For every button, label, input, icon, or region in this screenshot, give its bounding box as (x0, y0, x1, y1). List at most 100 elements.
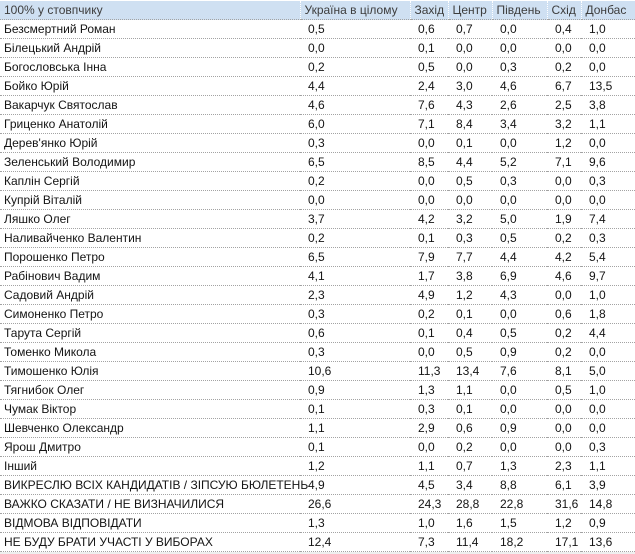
value-cell: 3,4 (492, 114, 547, 134)
value-cell: 1,2 (448, 285, 492, 305)
value-cell: 2,5 (547, 95, 581, 115)
value-cell: 4,4 (448, 152, 492, 172)
value-cell: 0,0 (547, 171, 581, 191)
value-cell: 0,3 (492, 57, 547, 77)
value-cell: 0,5 (492, 228, 547, 248)
value-cell: 9,6 (581, 152, 635, 172)
value-cell: 1,5 (492, 513, 547, 533)
value-cell: 2,4 (410, 76, 448, 96)
row-label: Шевченко Олександр (0, 418, 300, 438)
column-header-ukraine-total: Україна в цілому (299, 0, 410, 20)
value-cell: 0,3 (300, 304, 410, 324)
value-cell: 7,1 (410, 114, 448, 134)
value-cell: 13,6 (581, 532, 635, 552)
value-cell: 0,7 (448, 19, 492, 39)
value-cell: 0,7 (448, 456, 492, 476)
value-cell: 3,8 (448, 266, 492, 286)
value-cell: 6,9 (492, 266, 547, 286)
table-row: Гриценко Анатолій 6,0 7,1 8,4 3,4 3,2 1,1 (0, 114, 635, 134)
value-cell: 11,3 (410, 361, 448, 381)
row-label: Тарута Сергій (0, 323, 300, 343)
row-label: Ярош Дмитро (0, 437, 300, 457)
value-cell: 7,7 (448, 247, 492, 267)
row-label: ВИКРЕСЛЮ ВСІХ КАНДИДАТІВ / ЗІПСУЮ БЮЛЕТЕ… (0, 475, 308, 495)
row-label: Інший (0, 456, 300, 476)
table-row: Купрій Віталій 0,0 0,0 0,0 0,0 0,0 0,0 (0, 190, 635, 210)
value-cell: 4,9 (410, 285, 448, 305)
value-cell: 9,7 (581, 266, 635, 286)
value-cell: 0,4 (547, 19, 581, 39)
value-cell: 0,0 (448, 38, 492, 58)
value-cell: 6,1 (547, 475, 581, 495)
row-label: Купрій Віталій (0, 190, 300, 210)
value-cell: 0,0 (492, 190, 547, 210)
value-cell: 5,0 (492, 209, 547, 229)
value-cell: 8,1 (547, 361, 581, 381)
value-cell: 2,9 (410, 418, 448, 438)
row-label: Тимошенко Юлія (0, 361, 300, 381)
value-cell: 0,0 (300, 38, 410, 58)
value-cell: 3,9 (581, 475, 635, 495)
value-cell: 0,9 (581, 513, 635, 533)
value-cell: 0,3 (581, 171, 635, 191)
table-row: Безсмертний Роман 0,5 0,6 0,7 0,0 0,4 1,0 (0, 19, 635, 39)
value-cell: 1,2 (547, 513, 581, 533)
value-cell: 4,4 (300, 76, 410, 96)
value-cell: 6,5 (300, 247, 410, 267)
value-cell: 3,4 (448, 475, 492, 495)
value-cell: 0,0 (410, 437, 448, 457)
value-cell: 0,1 (300, 399, 410, 419)
value-cell: 7,9 (410, 247, 448, 267)
table-row: Бойко Юрій 4,4 2,4 3,0 4,6 6,7 13,5 (0, 76, 635, 96)
value-cell: 6,0 (300, 114, 410, 134)
value-cell: 12,4 (300, 532, 410, 552)
value-cell: 7,6 (492, 361, 547, 381)
table-row: Наливайченко Валентин 0,2 0,1 0,3 0,5 0,2 0,3 (0, 228, 635, 248)
value-cell: 18,2 (492, 532, 547, 552)
row-label: Порошенко Петро (0, 247, 300, 267)
value-cell: 0,0 (492, 380, 547, 400)
value-cell: 0,2 (547, 323, 581, 343)
table-row: Тарута Сергій 0,6 0,1 0,4 0,5 0,2 4,4 (0, 323, 635, 343)
table-row: Томенко Микола 0,3 0,0 0,5 0,9 0,2 0,0 (0, 342, 635, 362)
value-cell: 0,1 (300, 437, 410, 457)
value-cell: 0,2 (547, 57, 581, 77)
value-cell: 1,9 (547, 209, 581, 229)
table-row: Дерев'янко Юрій 0,3 0,0 0,1 0,0 1,2 0,0 (0, 133, 635, 153)
table-row: ВІДМОВА ВІДПОВІДАТИ 1,3 1,0 1,6 1,5 1,2 0,9 (0, 513, 635, 533)
value-cell: 0,2 (300, 57, 410, 77)
value-cell: 0,2 (547, 342, 581, 362)
row-label: Садовий Андрій (0, 285, 300, 305)
header-row: 100% у стовпчику Україна в цілому Захід Це… (0, 0, 635, 20)
table-row: Рабінович Вадим 4,1 1,7 3,8 6,9 4,6 9,7 (0, 266, 635, 286)
value-cell: 5,0 (581, 361, 635, 381)
table-header: 100% у стовпчику Україна в цілому Захід Це… (0, 0, 635, 20)
table-row: Білецький Андрій 0,0 0,1 0,0 0,0 0,0 0,0 (0, 38, 635, 58)
value-cell: 13,4 (448, 361, 492, 381)
value-cell: 2,6 (492, 95, 547, 115)
value-cell: 7,4 (581, 209, 635, 229)
value-cell: 0,2 (410, 304, 448, 324)
row-label: Томенко Микола (0, 342, 300, 362)
value-cell: 0,0 (448, 57, 492, 77)
row-label: Каплін Сергій (0, 171, 300, 191)
value-cell: 0,1 (448, 133, 492, 153)
value-cell: 17,1 (547, 532, 581, 552)
row-label: Чумак Віктор (0, 399, 300, 419)
value-cell: 0,4 (448, 323, 492, 343)
value-cell: 1,0 (581, 19, 635, 39)
value-cell: 0,3 (448, 228, 492, 248)
row-label: ВІДМОВА ВІДПОВІДАТИ (0, 513, 300, 533)
value-cell: 8,8 (492, 475, 547, 495)
value-cell: 3,2 (547, 114, 581, 134)
value-cell: 0,5 (410, 57, 448, 77)
value-cell: 0,0 (581, 133, 635, 153)
value-cell: 4,4 (492, 247, 547, 267)
table-row: Чумак Віктор 0,1 0,3 0,1 0,0 0,0 0,0 (0, 399, 635, 419)
value-cell: 1,2 (547, 133, 581, 153)
value-cell: 1,3 (410, 380, 448, 400)
value-cell: 1,1 (300, 418, 410, 438)
value-cell: 1,1 (581, 456, 635, 476)
value-cell: 3,7 (300, 209, 410, 229)
value-cell: 4,5 (410, 475, 448, 495)
